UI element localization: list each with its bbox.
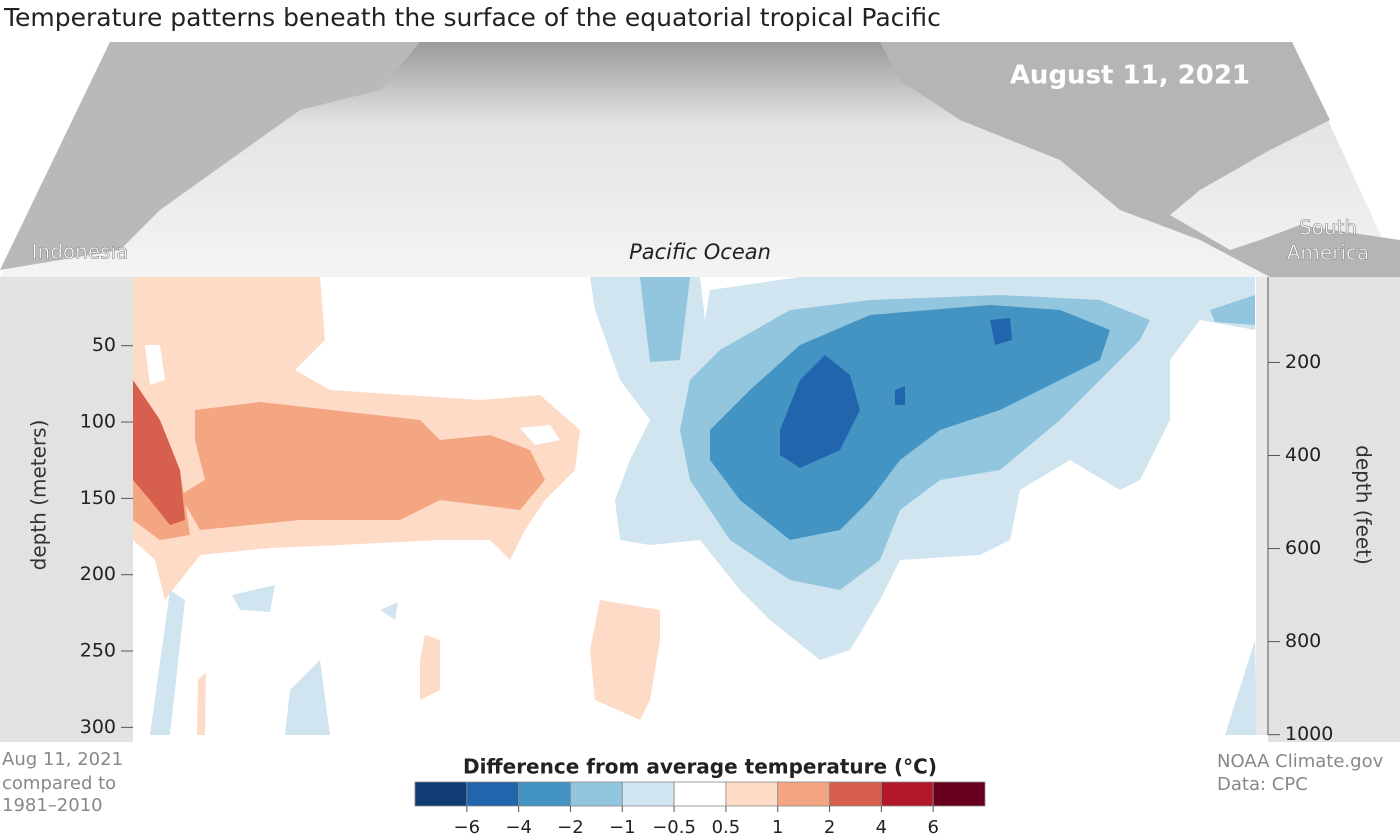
colorbar-box [932, 781, 986, 807]
map-label: Pacific Ocean [629, 240, 771, 264]
y-tick-label: 100 [80, 411, 116, 433]
contour-region [420, 635, 440, 700]
colorbar-box [414, 781, 468, 807]
y-tick-label: 150 [80, 487, 116, 509]
y2-tick-label: 200 [1285, 351, 1321, 373]
colorbar-tick-label: −2 [557, 817, 584, 838]
colorbar-tick-label: −1 [609, 817, 636, 838]
contour-region [133, 380, 185, 525]
map-label: Indonesia [32, 240, 129, 264]
contour-region [640, 277, 690, 362]
y-tick-label: 50 [92, 334, 116, 356]
colorbar-box [466, 781, 520, 807]
note: Data: CPC [1217, 774, 1308, 795]
y-tick-label: 250 [80, 640, 116, 662]
map-label: America [1287, 241, 1370, 265]
contour-region [1210, 295, 1255, 325]
contour-region [1225, 640, 1257, 735]
note: NOAA Climate.gov [1217, 751, 1384, 772]
contour-region [710, 305, 1110, 540]
y-axis-label: depth (meters) [27, 420, 51, 571]
colorbar-tick-label: −4 [505, 817, 532, 838]
colorbar-box [570, 781, 623, 807]
left-panel [0, 277, 133, 742]
colorbar-box [880, 781, 934, 807]
colorbar-tick-label: −6 [454, 817, 481, 838]
contour-region [520, 425, 560, 445]
contour-region [285, 660, 330, 735]
contour-region [780, 355, 860, 468]
y2-tick-label: 600 [1285, 537, 1321, 559]
colorbar-title: Difference from average temperature (°C) [463, 755, 937, 779]
colorbar-tick-label: 1 [772, 817, 783, 838]
colorbar-tick-label: 6 [927, 817, 938, 838]
colorbar-box [673, 781, 727, 807]
y2-tick-label: 400 [1285, 444, 1321, 466]
contour-region [590, 600, 660, 720]
contour-region [380, 602, 398, 620]
contour-region [990, 318, 1012, 345]
land-asia [0, 42, 420, 270]
colorbar-box [725, 781, 779, 807]
contour-region [145, 345, 165, 385]
contour-region [197, 672, 206, 735]
colorbar-tick-label: 4 [876, 817, 887, 838]
note: compared to [2, 773, 116, 794]
y-tick-label: 300 [80, 716, 116, 738]
land-america [880, 42, 1400, 277]
title: Temperature patterns beneath the surface… [3, 3, 941, 32]
y2-tick-label: 1000 [1285, 723, 1333, 745]
date: August 11, 2021 [1010, 61, 1250, 91]
contour-region [232, 585, 275, 612]
colorbar-box [777, 781, 830, 807]
colorbar-tick-label: 0.5 [712, 817, 741, 838]
right-panel [1268, 277, 1400, 742]
contour-region [895, 386, 905, 405]
y-tick-label: 200 [80, 563, 116, 585]
note: 1981–2010 [2, 795, 103, 816]
contour-region [150, 590, 185, 735]
edge-strip [1256, 277, 1268, 735]
colorbar-box [518, 781, 571, 807]
map-label: South [1299, 216, 1357, 240]
contour-region [180, 402, 545, 530]
colorbar-box [829, 781, 882, 807]
note: Aug 11, 2021 [2, 749, 123, 770]
y2-axis-label: depth (feet) [1352, 445, 1376, 565]
colorbar-tick-label: −0.5 [652, 817, 696, 838]
colorbar-box [621, 781, 675, 807]
y2-tick-label: 800 [1285, 630, 1321, 652]
colorbar-tick-label: 2 [824, 817, 835, 838]
contours [133, 277, 1257, 735]
